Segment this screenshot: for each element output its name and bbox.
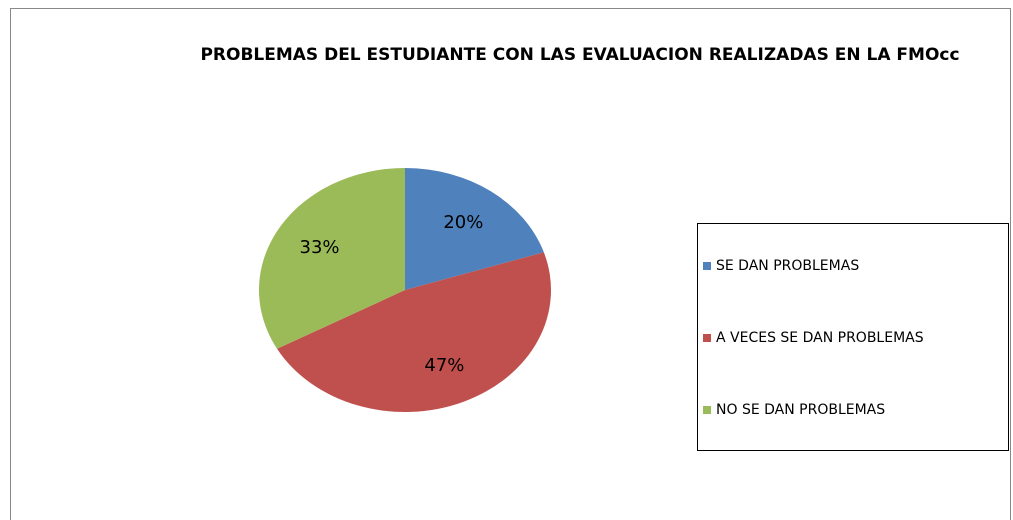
data-label: 47%	[424, 355, 464, 376]
data-label: 33%	[300, 237, 340, 258]
chart-title: PROBLEMAS DEL ESTUDIANTE CON LAS EVALUAC…	[200, 45, 960, 65]
legend-box	[697, 223, 1009, 451]
pie-slice	[277, 252, 551, 412]
legend-swatch	[703, 334, 711, 342]
data-label: 20%	[443, 212, 483, 233]
legend-label: A VECES SE DAN PROBLEMAS	[716, 330, 924, 346]
legend-swatch	[703, 406, 711, 414]
legend-label: SE DAN PROBLEMAS	[716, 258, 859, 274]
legend-label: NO SE DAN PROBLEMAS	[716, 402, 885, 418]
legend-swatch	[703, 262, 711, 270]
pie-slice	[405, 168, 544, 290]
pie-slice	[258, 168, 405, 349]
